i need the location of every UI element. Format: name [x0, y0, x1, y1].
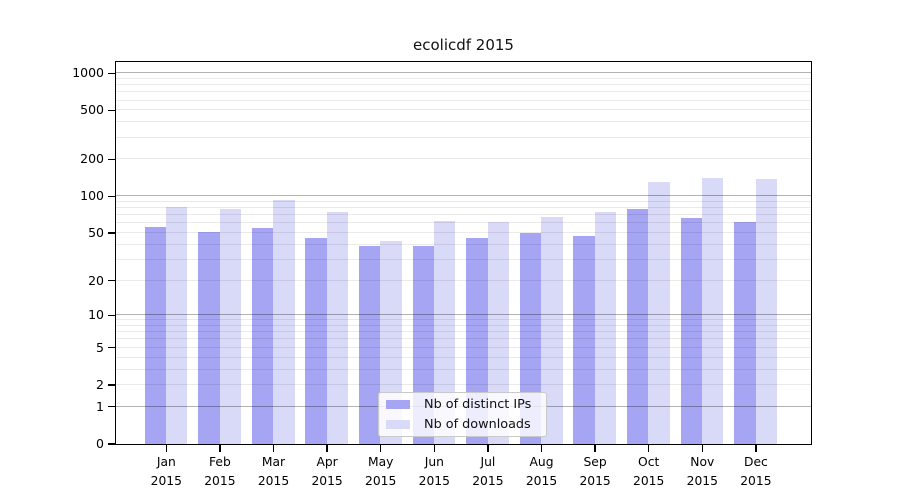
y-tick-label: 200 — [80, 151, 104, 167]
bar-distinct-ips-may — [359, 245, 381, 444]
legend-row-downloads: Nb of downloads — [379, 416, 546, 433]
bar-downloads-oct — [648, 182, 670, 444]
legend: Nb of distinct IPs Nb of downloads — [378, 392, 547, 437]
bar-distinct-ips-sep — [573, 236, 595, 444]
bar-downloads-dec — [755, 179, 777, 444]
bar-downloads-jun — [434, 220, 456, 444]
bar-downloads-apr — [326, 212, 349, 444]
x-tick — [272, 445, 275, 453]
y-tick — [108, 72, 115, 74]
x-tick — [326, 445, 328, 453]
y-tick-label: 10 — [88, 307, 104, 323]
bars-layer — [116, 62, 811, 444]
bar-distinct-ips-feb — [198, 231, 220, 444]
x-tick-label-nov: Nov 2015 — [686, 455, 718, 488]
y-tick-label: 1 — [96, 398, 104, 414]
y-tick — [108, 158, 115, 161]
legend-label-distinct-ips: Nb of distinct IPs — [424, 397, 532, 412]
y-tick — [108, 314, 115, 316]
y-tick-label: 500 — [80, 102, 104, 118]
x-tick-label-apr: Apr 2015 — [311, 455, 343, 488]
bar-downloads-aug — [541, 216, 563, 444]
bar-distinct-ips-mar — [251, 227, 274, 444]
x-tick — [648, 445, 650, 453]
bar-downloads-sep — [594, 211, 617, 444]
y-tick-label: 20 — [88, 272, 104, 288]
y-tick — [108, 195, 115, 197]
x-tick-label-may: May 2015 — [365, 455, 397, 488]
bar-downloads-jul — [487, 222, 509, 444]
x-tick — [540, 445, 543, 453]
x-tick-label-sep: Sep 2015 — [579, 455, 611, 488]
y-tick-label: 5 — [96, 339, 104, 355]
plot-area — [115, 61, 812, 445]
x-tick — [755, 445, 757, 453]
x-tick — [433, 445, 435, 453]
bar-distinct-ips-oct — [627, 209, 649, 444]
x-tick-label-oct: Oct 2015 — [633, 455, 665, 488]
bar-distinct-ips-apr — [305, 238, 327, 444]
y-tick — [108, 232, 115, 234]
y-tick-label: 50 — [88, 225, 104, 241]
x-tick — [701, 445, 703, 453]
bar-distinct-ips-nov — [680, 218, 702, 444]
bar-downloads-nov — [702, 178, 724, 444]
y-tick — [108, 406, 115, 408]
bar-downloads-mar — [273, 199, 295, 444]
x-tick — [487, 445, 489, 453]
y-tick — [108, 279, 115, 282]
x-tick — [219, 445, 221, 453]
y-tick — [108, 443, 115, 445]
y-tick — [108, 109, 115, 112]
x-tick — [594, 445, 596, 453]
x-tick — [380, 445, 382, 453]
y-tick — [108, 384, 115, 386]
y-tick-label: 1000 — [72, 65, 104, 81]
legend-row-distinct-ips: Nb of distinct IPs — [379, 396, 546, 413]
bar-downloads-jan — [166, 207, 188, 444]
bar-distinct-ips-aug — [519, 232, 542, 444]
x-tick-label-jan: Jan 2015 — [150, 455, 182, 488]
legend-swatch-downloads — [386, 419, 410, 430]
legend-label-downloads: Nb of downloads — [424, 417, 531, 432]
x-tick-label-feb: Feb 2015 — [204, 455, 236, 488]
bar-downloads-feb — [219, 208, 241, 444]
x-tick-label-mar: Mar 2015 — [257, 455, 290, 488]
y-tick-label: 0 — [96, 436, 104, 451]
bar-distinct-ips-dec — [734, 221, 756, 444]
x-tick-label-aug: Aug 2015 — [525, 455, 558, 488]
bar-distinct-ips-jan — [144, 226, 166, 444]
y-tick-label: 2 — [96, 377, 104, 393]
x-tick-label-jul: Jul 2015 — [472, 455, 504, 488]
x-tick-label-dec: Dec 2015 — [740, 455, 772, 488]
y-tick-label: 100 — [80, 188, 104, 204]
x-tick-label-jun: Jun 2015 — [418, 455, 450, 488]
chart-title: ecolicdf 2015 — [413, 36, 514, 54]
legend-swatch-distinct-ips — [386, 399, 410, 410]
x-tick — [165, 445, 167, 453]
y-tick — [108, 347, 115, 349]
